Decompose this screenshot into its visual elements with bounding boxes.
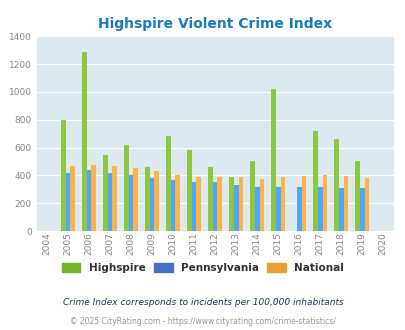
Bar: [145, 167, 149, 231]
Text: Crime Index corresponds to incidents per 100,000 inhabitants: Crime Index corresponds to incidents per…: [62, 298, 343, 307]
Bar: [187, 149, 192, 231]
Bar: [192, 182, 196, 231]
Bar: [313, 131, 317, 231]
Bar: [334, 139, 338, 231]
Bar: [166, 136, 171, 231]
Bar: [196, 177, 200, 231]
Bar: [238, 177, 243, 231]
Bar: [70, 166, 75, 231]
Bar: [82, 51, 87, 231]
Bar: [87, 170, 91, 231]
Bar: [229, 178, 233, 231]
Bar: [249, 161, 254, 231]
Bar: [103, 155, 107, 231]
Bar: [280, 178, 284, 231]
Bar: [171, 180, 175, 231]
Bar: [212, 182, 217, 231]
Bar: [301, 176, 305, 231]
Bar: [66, 173, 70, 231]
Bar: [124, 146, 128, 231]
Bar: [317, 187, 322, 231]
Bar: [364, 178, 368, 231]
Bar: [296, 187, 301, 231]
Bar: [112, 166, 117, 231]
Bar: [175, 175, 180, 231]
Bar: [275, 187, 280, 231]
Bar: [128, 175, 133, 231]
Bar: [271, 89, 275, 231]
Bar: [208, 167, 212, 231]
Bar: [133, 168, 138, 231]
Bar: [343, 176, 347, 231]
Bar: [154, 171, 159, 231]
Bar: [338, 188, 343, 231]
Text: © 2025 CityRating.com - https://www.cityrating.com/crime-statistics/: © 2025 CityRating.com - https://www.city…: [70, 317, 335, 326]
Bar: [91, 165, 96, 231]
Bar: [259, 179, 264, 231]
Bar: [233, 185, 238, 231]
Legend: Highspire, Pennsylvania, National: Highspire, Pennsylvania, National: [58, 259, 347, 277]
Bar: [217, 177, 222, 231]
Bar: [359, 188, 364, 231]
Title: Highspire Violent Crime Index: Highspire Violent Crime Index: [98, 17, 331, 31]
Bar: [354, 161, 359, 231]
Bar: [61, 120, 66, 231]
Bar: [322, 175, 326, 231]
Bar: [149, 178, 154, 231]
Bar: [254, 187, 259, 231]
Bar: [107, 173, 112, 231]
